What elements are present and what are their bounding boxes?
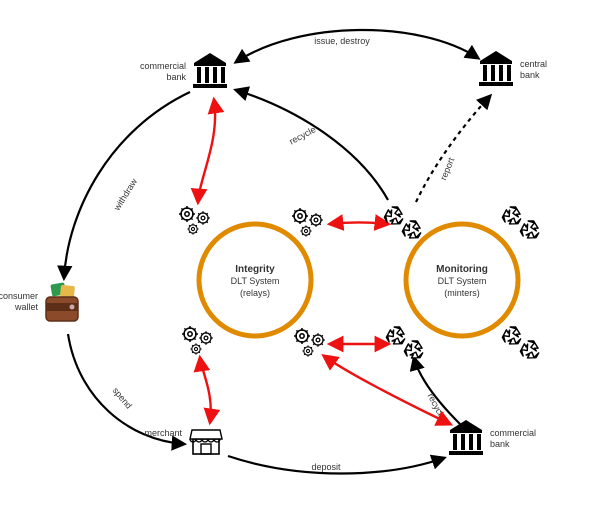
- dlt-rings-layer: IntegrityDLT System(relays)MonitoringDLT…: [199, 224, 518, 336]
- integrity-title: Integrity: [235, 264, 275, 275]
- central-bank-icon: [479, 51, 513, 86]
- actor-nodes-layer: commercialbankcentralbankcommercialbankm…: [0, 51, 547, 455]
- gear-cluster-2: [182, 326, 213, 355]
- recycle-cluster-2: [384, 327, 423, 362]
- recycle-cluster-1: [500, 207, 539, 242]
- merchant-label: merchant: [144, 428, 182, 438]
- recycle-cluster-3: [500, 327, 539, 362]
- arc-label: recycle: [288, 124, 318, 146]
- svg-text:DLT System: DLT System: [231, 276, 280, 286]
- red-link-3: [330, 223, 388, 225]
- commercial-bank-bottom-label: bank: [490, 439, 510, 449]
- arc-label: spend: [111, 385, 134, 410]
- commercial-bank-top-label: bank: [166, 72, 186, 82]
- svg-text:(minters): (minters): [444, 288, 480, 298]
- commercial-bank-top-icon: [193, 53, 227, 88]
- gear-cluster-0: [179, 206, 210, 235]
- commercial-bank-bottom-icon: [449, 420, 483, 455]
- svg-text:(relays): (relays): [240, 288, 270, 298]
- gear-cluster-1: [292, 208, 323, 237]
- arc-label: deposit: [311, 462, 341, 472]
- commercial-bank-bottom-label: commercial: [490, 428, 536, 438]
- gear-cluster-3: [294, 328, 325, 357]
- arc-recycle: [236, 90, 388, 200]
- central-bank-label: bank: [520, 70, 540, 80]
- svg-text:DLT System: DLT System: [438, 276, 487, 286]
- consumer-wallet-label: wallet: [14, 302, 39, 312]
- red-link-1: [200, 358, 211, 422]
- central-bank-label: central: [520, 59, 547, 69]
- arc-report: [416, 96, 490, 202]
- consumer-wallet-label: consumer: [0, 291, 38, 301]
- monitoring-title: Monitoring: [436, 264, 488, 275]
- red-link-0: [198, 100, 215, 202]
- merchant-icon: [190, 430, 222, 454]
- arc-label: withdraw: [111, 176, 139, 213]
- red-links-layer: [198, 100, 450, 424]
- black-arcs-layer: issue, destroyrecyclereportwithdrawspend…: [64, 30, 490, 474]
- commercial-bank-top-label: commercial: [140, 61, 186, 71]
- arc-label: issue, destroy: [314, 36, 370, 46]
- consumer-wallet-icon: [46, 282, 78, 321]
